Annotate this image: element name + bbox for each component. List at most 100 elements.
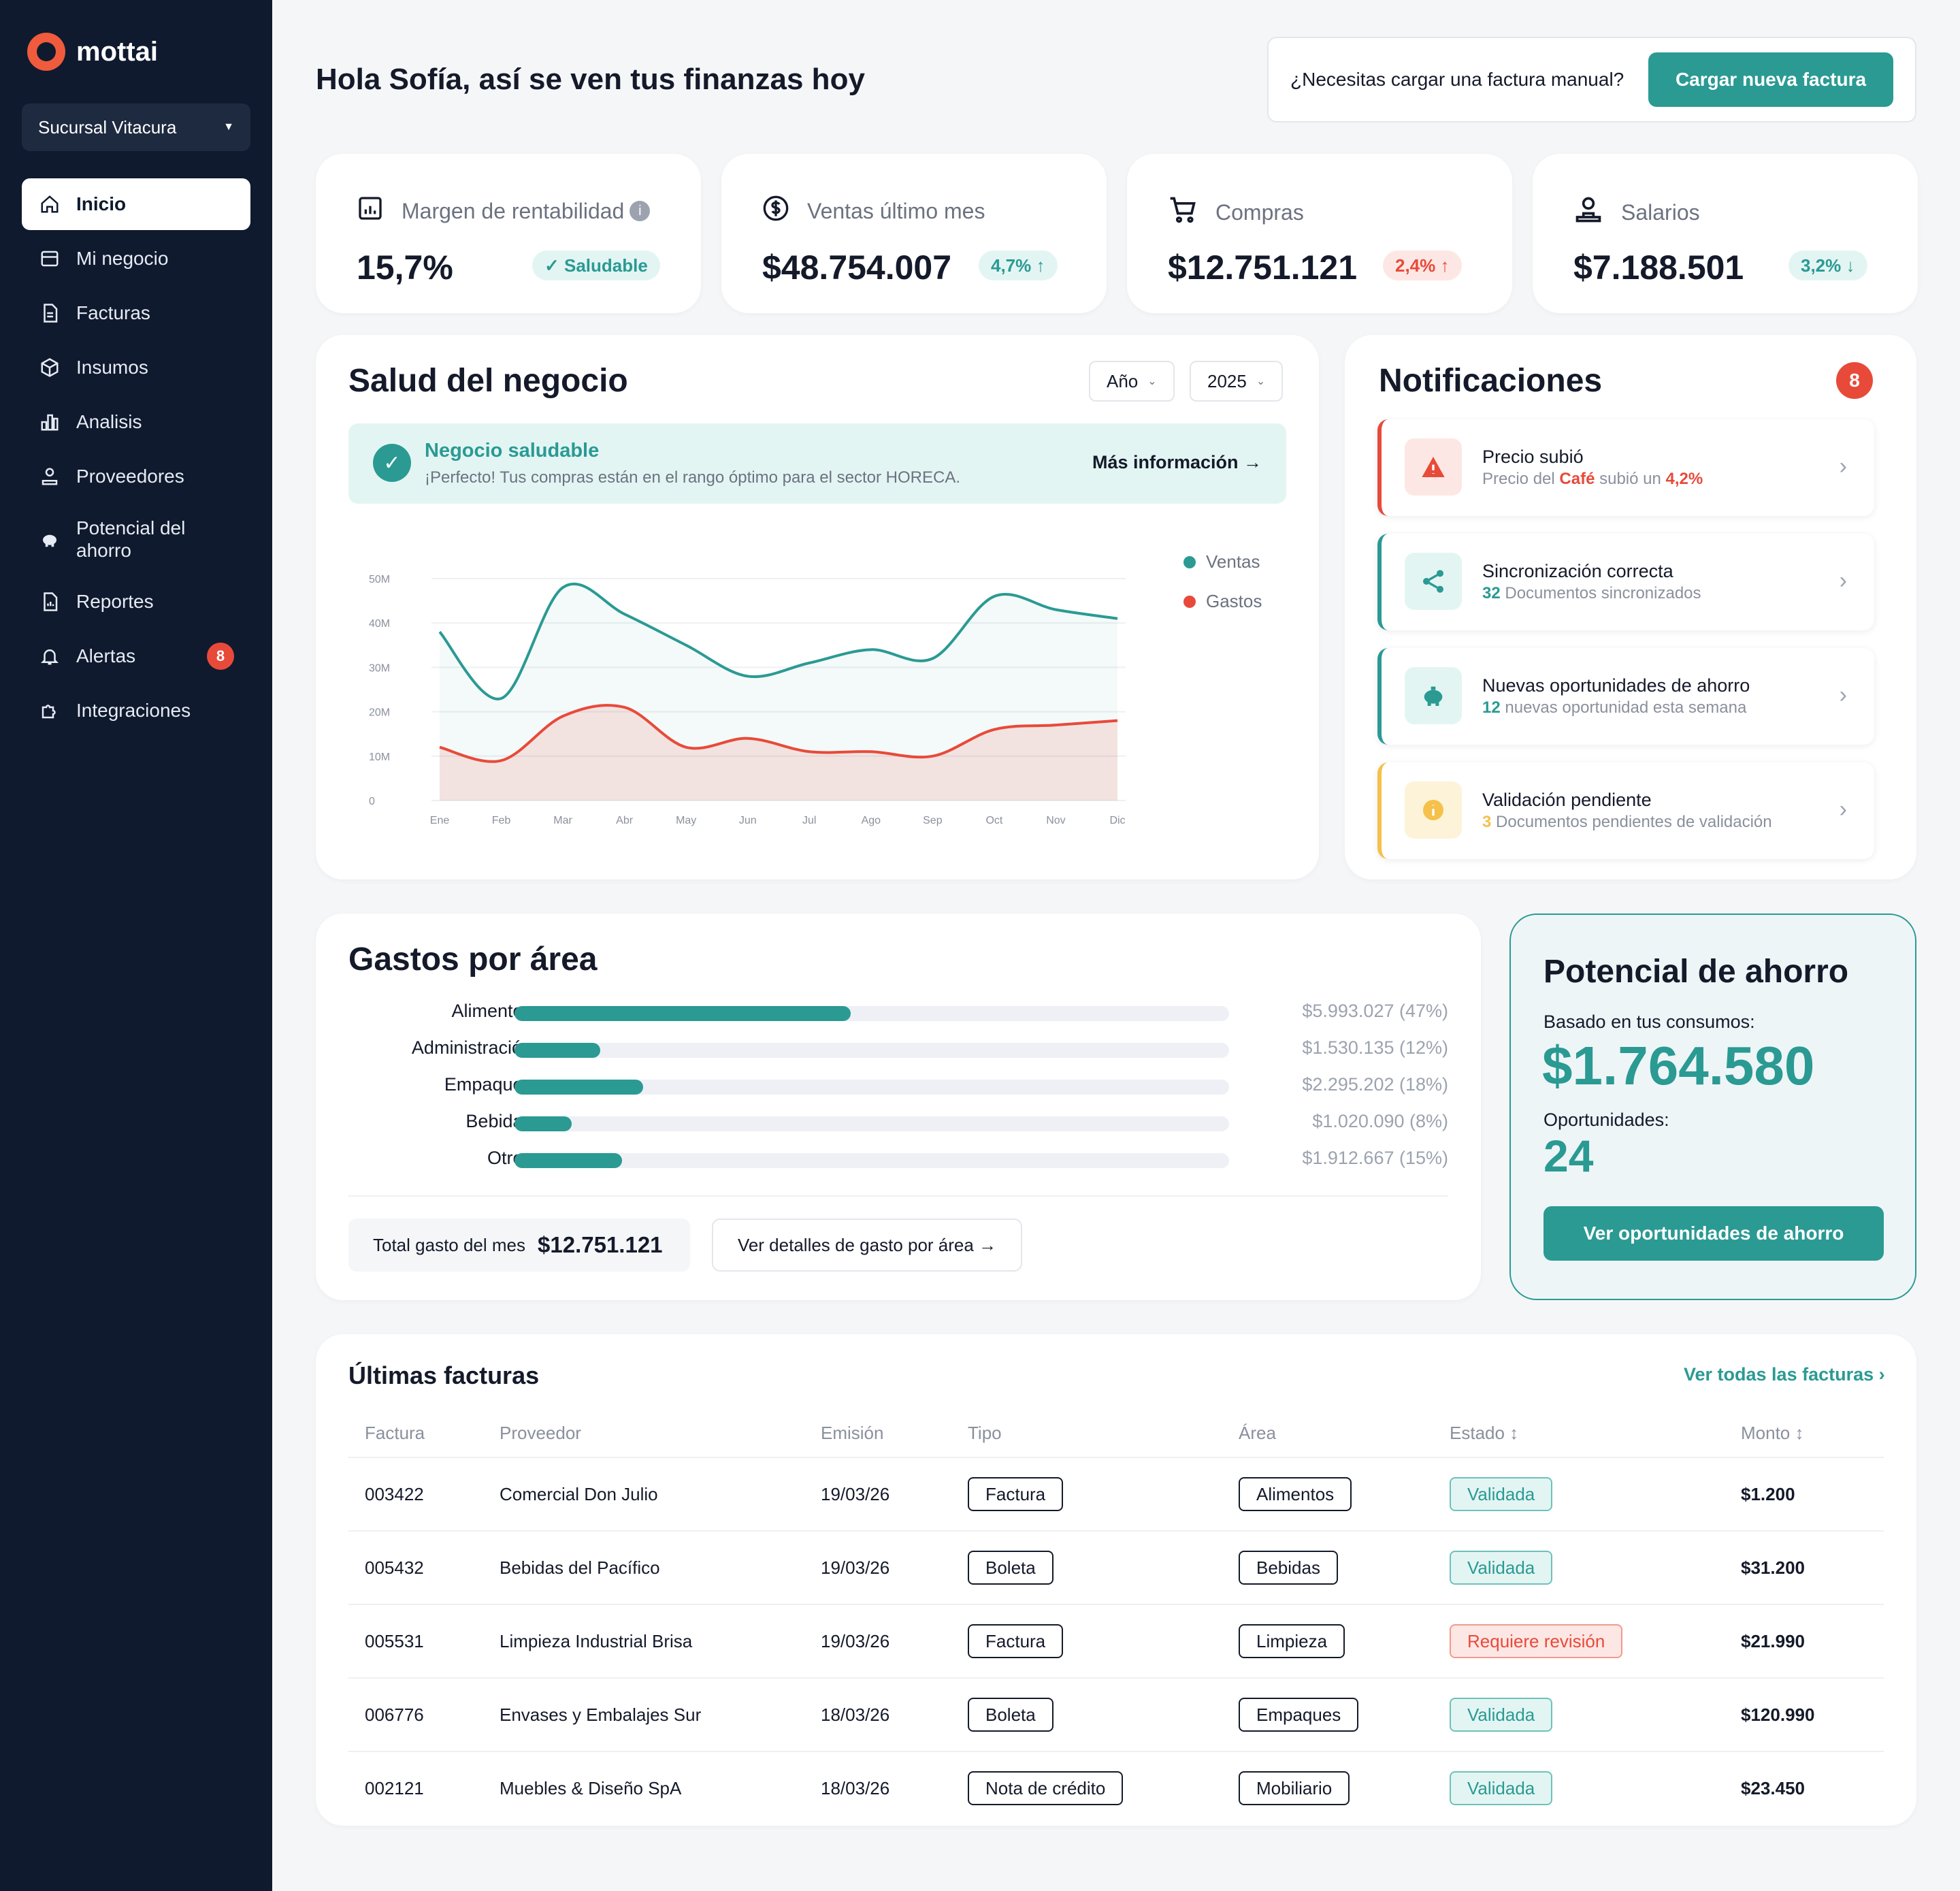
expense-bar-row: Bebidas $1.020.090 (8%) xyxy=(348,1108,1448,1135)
invoice-amount: $23.450 xyxy=(1741,1778,1805,1798)
series-line-gastos xyxy=(439,704,1118,763)
see-all-invoices-link[interactable]: Ver todas las facturas › xyxy=(1684,1364,1885,1385)
kpi-card-compras: Compras $12.751.121 2,4% ↑ xyxy=(1127,154,1512,313)
savings-opportunities-button[interactable]: Ver oportunidades de ahorro xyxy=(1544,1206,1884,1261)
x-tick-label: Nov xyxy=(1046,815,1065,826)
total-expense-label: Total gasto del mes xyxy=(373,1234,526,1255)
notification-subtitle-text: nuevas oportunidad esta semana xyxy=(1500,698,1747,717)
upload-invoice-button[interactable]: Cargar nueva factura xyxy=(1648,52,1893,107)
notification-subtitle-text: Precio del xyxy=(1482,470,1560,488)
expense-details-button[interactable]: Ver detalles de gasto por área → xyxy=(712,1218,1022,1272)
kpi-title: Margen de rentabilidad xyxy=(402,198,625,223)
notification-item[interactable]: Sincronización correcta 32 Documentos si… xyxy=(1377,534,1874,630)
sidebar-item-facturas[interactable]: Facturas xyxy=(22,287,250,339)
savings-potential-card: Potencial de ahorro Basado en tus consum… xyxy=(1509,914,1916,1300)
info-icon xyxy=(1405,781,1462,839)
sidebar-item-analisis[interactable]: Analisis xyxy=(22,396,250,448)
sidebar-item-integraciones[interactable]: Integraciones xyxy=(22,685,250,737)
sidebar-nav: Inicio Mi negocio Facturas Insumos Anali… xyxy=(22,178,250,739)
store-icon xyxy=(38,247,61,270)
piggy-bank-icon xyxy=(38,528,61,551)
info-icon[interactable]: i xyxy=(630,201,651,221)
expense-bar-fill xyxy=(514,1116,572,1131)
bar-chart-icon xyxy=(38,410,61,434)
health-status-title: Negocio saludable xyxy=(425,440,600,462)
branch-selector[interactable]: Sucursal Vitacura ▼ xyxy=(22,103,250,151)
invoice-supplier: Envases y Embalajes Sur xyxy=(500,1704,702,1725)
health-status-text: ¡Perfecto! Tus compras están en el rango… xyxy=(425,468,961,487)
notification-item[interactable]: Nuevas oportunidades de ahorro 12 nuevas… xyxy=(1377,648,1874,745)
expense-area-label: Administración xyxy=(411,1037,532,1058)
people-icon xyxy=(1573,195,1603,230)
upload-invoice-box: ¿Necesitas cargar una factura manual? Ca… xyxy=(1267,37,1916,123)
notification-title: Precio subió xyxy=(1482,447,1584,467)
invoice-number: 005432 xyxy=(365,1557,424,1578)
year-select[interactable]: 2025 ⌄ xyxy=(1190,361,1284,402)
kpi-value: $7.188.501 xyxy=(1573,248,1744,287)
x-tick-label: Abr xyxy=(616,815,634,826)
sidebar-item-reportes[interactable]: Reportes xyxy=(22,576,250,628)
sidebar-item-proveedores[interactable]: Proveedores xyxy=(22,451,250,502)
invoice-number: 003422 xyxy=(365,1484,424,1504)
upload-question: ¿Necesitas cargar una factura manual? xyxy=(1290,69,1624,90)
notification-item[interactable]: Validación pendiente 3 Documentos pendie… xyxy=(1377,762,1874,859)
bell-icon xyxy=(38,645,61,668)
status-badge: Validada xyxy=(1450,1698,1553,1732)
supplier-icon xyxy=(38,465,61,488)
logo[interactable]: mottai xyxy=(27,33,158,71)
alert-count-badge: 8 xyxy=(207,643,234,670)
notifications-title: Notificaciones xyxy=(1379,363,1603,399)
period-select-value: Año xyxy=(1107,370,1139,391)
status-badge: Validada xyxy=(1450,1771,1553,1805)
kpi-card-margen: Margen de rentabilidad i 15,7% ✓ Saludabl… xyxy=(316,154,701,313)
check-circle-icon: ✓ xyxy=(373,444,411,482)
sidebar-item-label: Insumos xyxy=(76,357,148,378)
sidebar-item-alertas[interactable]: Alertas 8 xyxy=(22,630,250,682)
table-row[interactable]: 005432 Bebidas del Pacífico 19/03/26 Bol… xyxy=(348,1530,1884,1604)
expense-bar-track xyxy=(514,1153,1229,1168)
column-header: Proveedor xyxy=(500,1423,581,1443)
invoice-type-tag: Factura xyxy=(968,1477,1064,1511)
x-tick-label: Feb xyxy=(492,815,511,826)
more-info-link[interactable]: Más información → xyxy=(1092,452,1262,472)
expense-bar-track xyxy=(514,1080,1229,1095)
status-badge: ✓ Saludable xyxy=(532,250,660,280)
notification-title: Sincronización correcta xyxy=(1482,561,1673,581)
table-row[interactable]: 005531 Limpieza Industrial Brisa 19/03/2… xyxy=(348,1604,1884,1677)
period-select[interactable]: Año ⌄ xyxy=(1089,361,1175,402)
sidebar-item-insumos[interactable]: Insumos xyxy=(22,342,250,393)
chevron-right-icon: › xyxy=(1839,453,1847,479)
expense-bar-track xyxy=(514,1006,1229,1021)
column-header-sortable[interactable]: Monto ↕ xyxy=(1741,1423,1804,1443)
sidebar-item-label: Proveedores xyxy=(76,466,184,487)
kpi-value: $48.754.007 xyxy=(762,248,952,287)
table-row[interactable]: 006776 Envases y Embalajes Sur 18/03/26 … xyxy=(348,1677,1884,1751)
sidebar-item-label: Inicio xyxy=(76,193,127,214)
y-tick-label: 40M xyxy=(369,618,390,630)
sidebar-item-potencial[interactable]: Potencial del ahorro xyxy=(22,505,250,573)
chevron-right-icon: › xyxy=(1839,682,1847,708)
sidebar-item-mi-negocio[interactable]: Mi negocio xyxy=(22,233,250,285)
x-tick-label: Dic xyxy=(1109,815,1125,826)
table-row[interactable]: 002121 Muebles & Diseño SpA 18/03/26 Not… xyxy=(348,1751,1884,1824)
invoice-number: 002121 xyxy=(365,1778,424,1798)
opportunities-value: 24 xyxy=(1544,1131,1594,1181)
expense-bar-row: Empaques $2.295.202 (18%) xyxy=(348,1071,1448,1099)
invoice-supplier: Comercial Don Julio xyxy=(500,1484,658,1504)
column-header: Emisión xyxy=(821,1423,884,1443)
invoice-supplier: Bebidas del Pacífico xyxy=(500,1557,660,1578)
invoice-type-tag: Boleta xyxy=(968,1551,1054,1585)
kpi-card-salarios: Salarios $7.188.501 3,2% ↓ xyxy=(1533,154,1918,313)
sidebar-item-inicio[interactable]: Inicio xyxy=(22,178,250,230)
notification-item[interactable]: Precio subió Precio del Café subió un 4,… xyxy=(1377,419,1874,516)
notification-count: 32 xyxy=(1482,584,1501,602)
status-badge: Requiere revisión xyxy=(1450,1624,1623,1658)
status-badge: Validada xyxy=(1450,1551,1553,1585)
notification-count: 12 xyxy=(1482,698,1501,717)
column-header-sortable[interactable]: Estado ↕ xyxy=(1450,1423,1519,1443)
logo-icon xyxy=(27,33,65,71)
page-title: Hola Sofía, así se ven tus finanzas hoy xyxy=(316,63,865,96)
invoice-date: 18/03/26 xyxy=(821,1704,890,1725)
table-row[interactable]: 003422 Comercial Don Julio 19/03/26 Fact… xyxy=(348,1457,1884,1530)
report-icon xyxy=(38,590,61,613)
